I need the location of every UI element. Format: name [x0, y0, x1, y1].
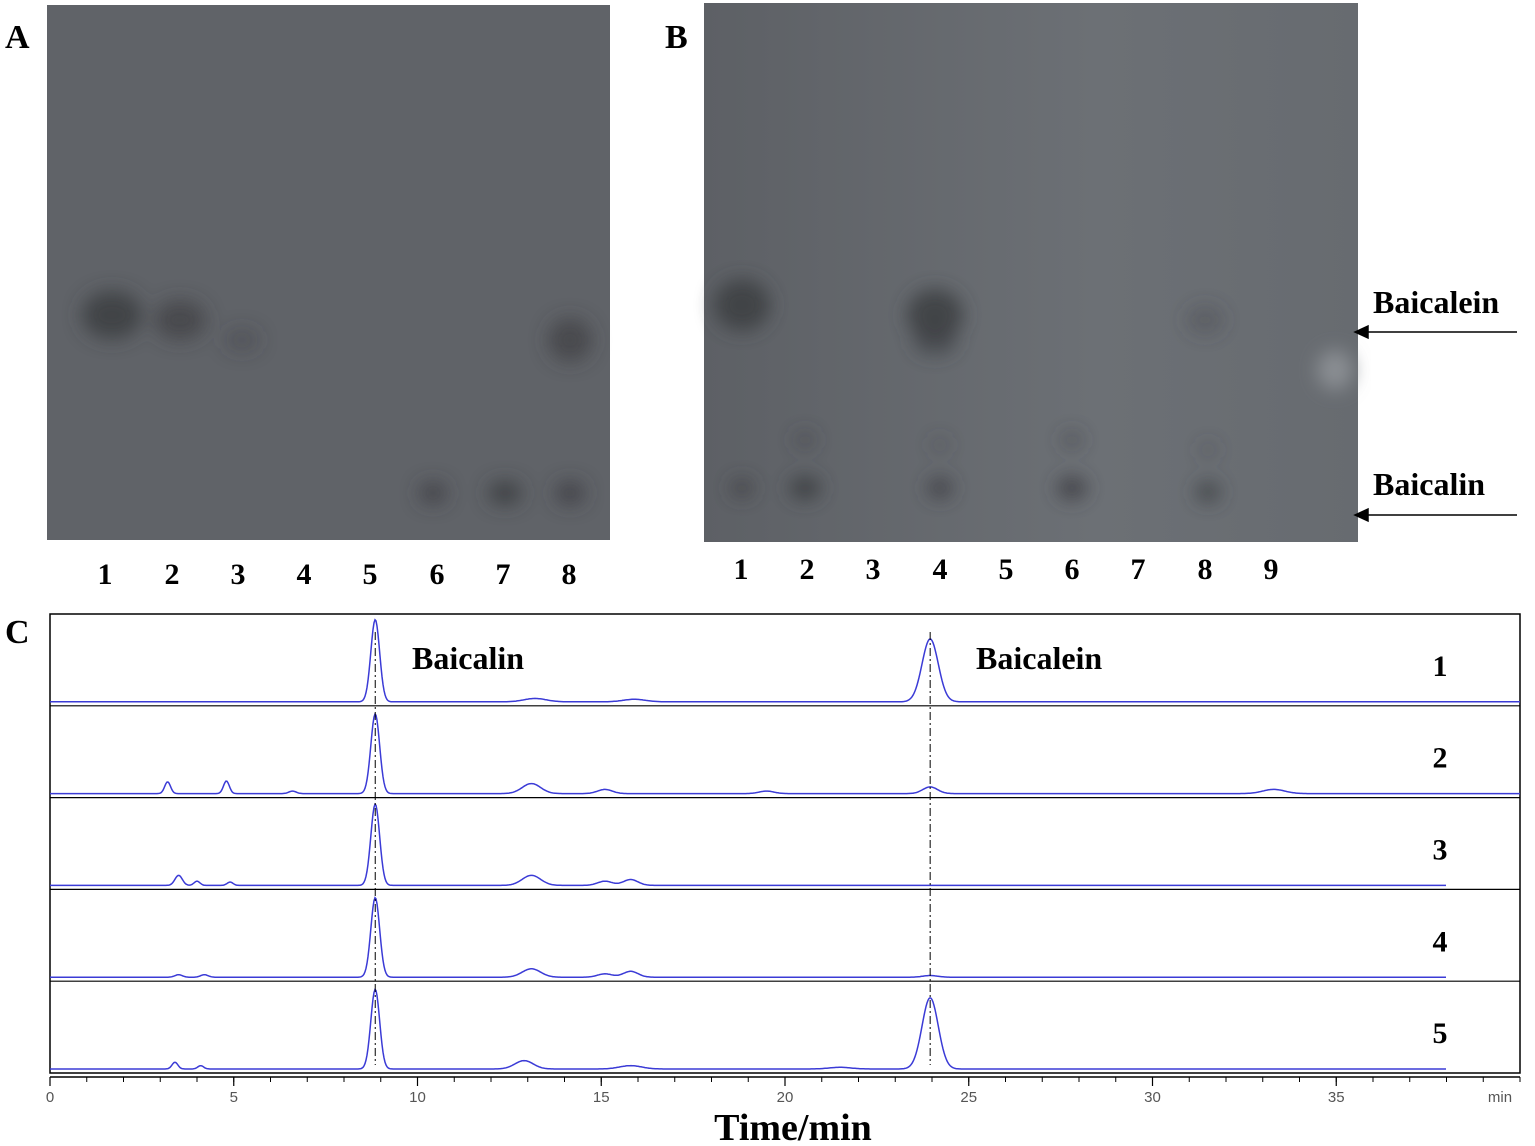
lane-label: 5	[363, 558, 378, 591]
x-tick-label: 20	[777, 1089, 794, 1106]
lane-label: 4	[933, 553, 948, 586]
x-unit: min	[1488, 1089, 1512, 1106]
trace-label: 1	[1433, 650, 1448, 683]
lane-label: 3	[231, 558, 246, 591]
lane-label: 8	[562, 558, 577, 591]
x-tick-label: 30	[1144, 1089, 1161, 1106]
lane-label: 1	[734, 553, 749, 586]
x-tick-label: 25	[960, 1089, 977, 1106]
spots-a	[82, 291, 592, 505]
chromatogram-trace	[50, 802, 1446, 887]
lane-label: 6	[430, 558, 445, 591]
panel-label: B	[665, 19, 688, 56]
tlc-plate-b	[704, 3, 1358, 542]
x-tick-label: 5	[230, 1089, 238, 1106]
arrows	[1353, 324, 1517, 523]
chromatogram-trace	[50, 712, 1520, 795]
lane-label: 1	[98, 558, 113, 591]
trace-label: 4	[1433, 925, 1448, 958]
trace-label: 2	[1433, 742, 1448, 775]
lane-label: 2	[800, 553, 815, 586]
panel-label: A	[5, 19, 30, 56]
lane-label: 3	[866, 553, 881, 586]
lane-label: 4	[297, 558, 312, 591]
x-tick-label: 15	[593, 1089, 610, 1106]
annotation: Baicalein	[1373, 284, 1499, 320]
spots-b	[714, 279, 1225, 503]
chromatogram-trace	[50, 988, 1446, 1070]
chromatogram-trace	[50, 896, 1446, 978]
x-tick-label: 10	[409, 1089, 426, 1106]
lane-label: 7	[496, 558, 511, 591]
lane-label: 7	[1131, 553, 1146, 586]
panel-label: C	[5, 614, 30, 651]
chromatogram-trace	[50, 618, 1520, 703]
trace-label: 5	[1433, 1017, 1448, 1050]
lane-label: 9	[1264, 553, 1279, 586]
annotation: Baicalin	[1373, 466, 1485, 502]
chromatogram-frame	[49, 613, 1521, 1074]
lane-label: 6	[1065, 553, 1080, 586]
x-axis-label: Time/min	[714, 1107, 872, 1146]
lane-label: 5	[999, 553, 1014, 586]
light-spot	[1317, 350, 1353, 390]
lane-label: 2	[165, 558, 180, 591]
lane-label: 8	[1198, 553, 1213, 586]
peak-label: Baicalin	[412, 640, 524, 676]
tlc-plate-a	[47, 5, 610, 540]
peak-label: Baicalein	[976, 640, 1102, 676]
x-tick-label: 0	[46, 1089, 54, 1106]
x-tick-label: 35	[1328, 1089, 1345, 1106]
trace-label: 3	[1433, 834, 1448, 867]
